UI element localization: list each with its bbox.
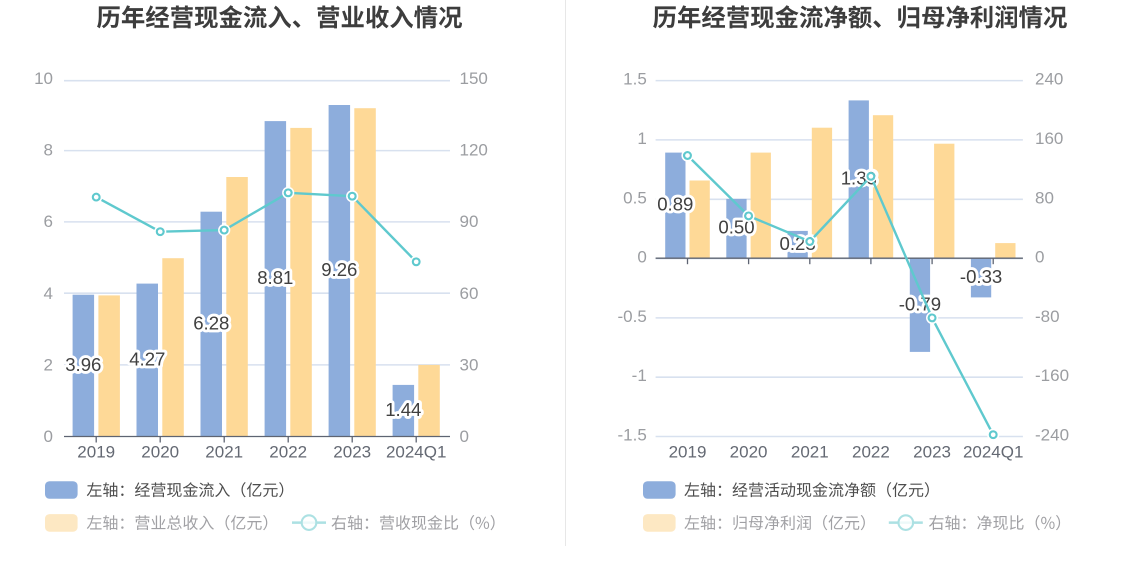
svg-text:0.5: 0.5 <box>623 188 647 207</box>
svg-text:2024Q1: 2024Q1 <box>386 442 447 461</box>
svg-text:0: 0 <box>460 427 469 446</box>
svg-text:160: 160 <box>1035 129 1063 148</box>
svg-text:90: 90 <box>460 212 479 231</box>
svg-text:2024Q1: 2024Q1 <box>963 442 1024 461</box>
svg-text:0: 0 <box>637 248 646 267</box>
svg-text:6.28: 6.28 <box>193 312 229 333</box>
svg-text:4.27: 4.27 <box>129 348 165 369</box>
svg-text:120: 120 <box>460 141 488 160</box>
svg-text:2023: 2023 <box>913 442 951 461</box>
svg-text:60: 60 <box>460 284 479 303</box>
svg-text:1.44: 1.44 <box>385 399 421 420</box>
svg-text:8: 8 <box>44 141 53 160</box>
svg-text:3.96: 3.96 <box>65 354 101 375</box>
svg-text:2020: 2020 <box>141 442 179 461</box>
svg-text:2021: 2021 <box>791 442 829 461</box>
svg-text:2022: 2022 <box>852 442 890 461</box>
svg-text:4: 4 <box>44 284 53 303</box>
svg-text:80: 80 <box>1035 188 1054 207</box>
svg-text:30: 30 <box>460 356 479 375</box>
svg-text:-0.79: -0.79 <box>899 293 941 314</box>
svg-text:2023: 2023 <box>333 442 371 461</box>
svg-text:-160: -160 <box>1035 366 1069 385</box>
svg-text:2: 2 <box>44 356 53 375</box>
svg-text:-80: -80 <box>1035 307 1060 326</box>
svg-text:0: 0 <box>44 427 53 446</box>
svg-text:8.81: 8.81 <box>257 267 293 288</box>
svg-text:-0.33: -0.33 <box>960 266 1002 287</box>
svg-text:0: 0 <box>1035 248 1044 267</box>
svg-text:2019: 2019 <box>669 442 707 461</box>
svg-text:2019: 2019 <box>77 442 115 461</box>
svg-text:-0.5: -0.5 <box>618 307 647 326</box>
svg-text:1: 1 <box>637 129 646 148</box>
svg-text:240: 240 <box>1035 70 1063 89</box>
svg-text:6: 6 <box>44 212 53 231</box>
svg-text:0.89: 0.89 <box>657 194 693 215</box>
svg-text:-240: -240 <box>1035 426 1069 445</box>
svg-text:2021: 2021 <box>205 442 243 461</box>
svg-text:1.5: 1.5 <box>623 70 647 89</box>
svg-text:10: 10 <box>34 69 53 88</box>
svg-text:150: 150 <box>460 69 488 88</box>
svg-text:2020: 2020 <box>730 442 768 461</box>
svg-text:-1.5: -1.5 <box>618 426 647 445</box>
svg-text:-1: -1 <box>632 366 647 385</box>
svg-text:9.26: 9.26 <box>321 259 357 280</box>
svg-text:2022: 2022 <box>269 442 307 461</box>
